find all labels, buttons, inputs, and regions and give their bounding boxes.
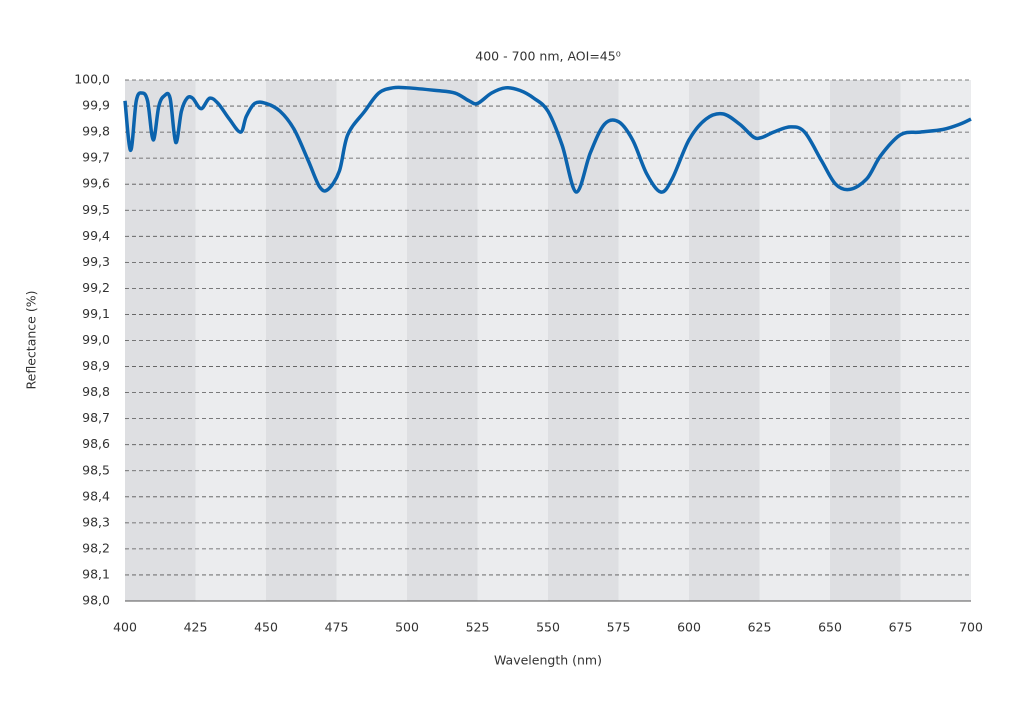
x-tick-label: 500	[395, 620, 419, 635]
y-tick-label: 98,0	[82, 593, 110, 608]
x-tick-label: 475	[325, 620, 349, 635]
y-tick-label: 99,3	[82, 254, 110, 269]
x-tick-label: 625	[748, 620, 772, 635]
y-tick-label: 98,1	[82, 566, 110, 581]
y-tick-label: 99,9	[82, 98, 110, 113]
x-tick-label: 550	[536, 620, 560, 635]
y-tick-label: 98,7	[82, 410, 110, 425]
x-tick-label: 425	[184, 620, 208, 635]
x-tick-label: 525	[466, 620, 490, 635]
y-tick-label: 99,8	[82, 124, 110, 139]
x-tick-label: 450	[254, 620, 278, 635]
y-tick-label: 99,4	[82, 228, 110, 243]
y-tick-label: 99,6	[82, 176, 110, 191]
y-axis-label: Reflectance (%)	[24, 291, 39, 390]
y-tick-label: 98,2	[82, 540, 110, 555]
y-tick-label: 99,7	[82, 150, 110, 165]
x-tick-label: 600	[677, 620, 701, 635]
y-tick-label: 99,1	[82, 306, 110, 321]
x-tick-label: 400	[113, 620, 137, 635]
x-tick-label: 650	[818, 620, 842, 635]
x-tick-label: 700	[959, 620, 983, 635]
y-tick-label: 100,0	[74, 72, 110, 87]
series-line	[123, 85, 972, 194]
x-axis-label: Wavelength (nm)	[494, 653, 602, 668]
chart-title: 400 - 700 nm, AOI=45⁰	[475, 49, 620, 64]
y-tick-label: 98,6	[82, 436, 110, 451]
y-tick-label: 98,8	[82, 384, 110, 399]
y-tick-label: 99,2	[82, 280, 110, 295]
x-tick-label: 575	[607, 620, 631, 635]
y-tick-label: 98,5	[82, 462, 110, 477]
y-tick-label: 98,9	[82, 358, 110, 373]
y-tick-label: 99,0	[82, 332, 110, 347]
y-tick-label: 99,5	[82, 202, 110, 217]
y-tick-label: 98,3	[82, 514, 110, 529]
x-tick-label: 675	[889, 620, 913, 635]
y-tick-label: 98,4	[82, 488, 110, 503]
